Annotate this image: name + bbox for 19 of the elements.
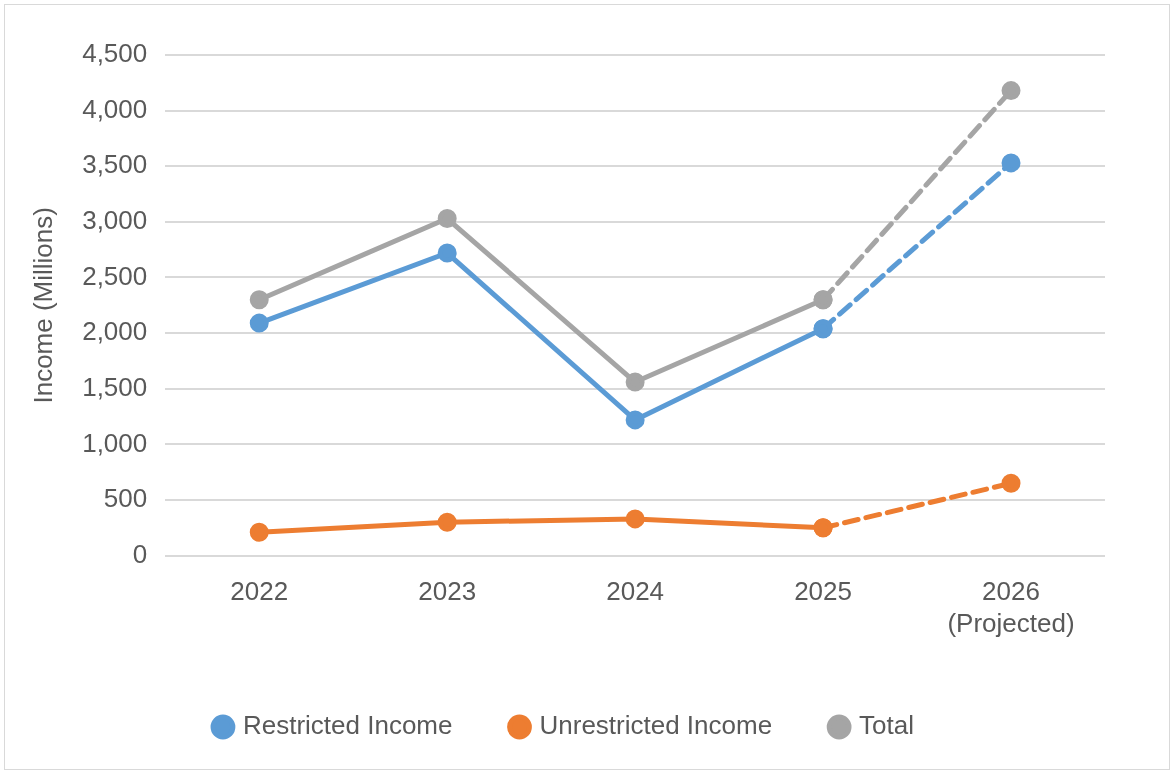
legend-label: Restricted Income bbox=[242, 710, 453, 741]
legend-label: Total bbox=[859, 710, 915, 741]
legend-label: Unrestricted Income bbox=[539, 710, 773, 741]
y-tick-label: 4,000 bbox=[82, 93, 148, 124]
x-tick-label: 2022 bbox=[230, 576, 289, 607]
y-tick-label: 3,000 bbox=[82, 205, 148, 236]
x-tick-label: 2024 bbox=[606, 576, 665, 607]
x-tick-label: 2023 bbox=[418, 576, 477, 607]
y-tick-label: 1,500 bbox=[82, 371, 148, 402]
y-tick-label: 1,000 bbox=[82, 427, 148, 458]
y-tick-label: 0 bbox=[132, 538, 148, 569]
x-tick-label: 2025 bbox=[794, 576, 852, 607]
y-tick-label: 4,500 bbox=[82, 38, 148, 69]
y-tick-label: 500 bbox=[103, 483, 148, 514]
y-tick-label: 3,500 bbox=[82, 149, 148, 180]
y-axis-title: Income (Millions) bbox=[27, 207, 58, 404]
x-tick-label: 2026 (Projected) bbox=[947, 576, 1075, 638]
y-tick-label: 2,000 bbox=[82, 316, 148, 347]
y-tick-label: 2,500 bbox=[82, 260, 148, 291]
